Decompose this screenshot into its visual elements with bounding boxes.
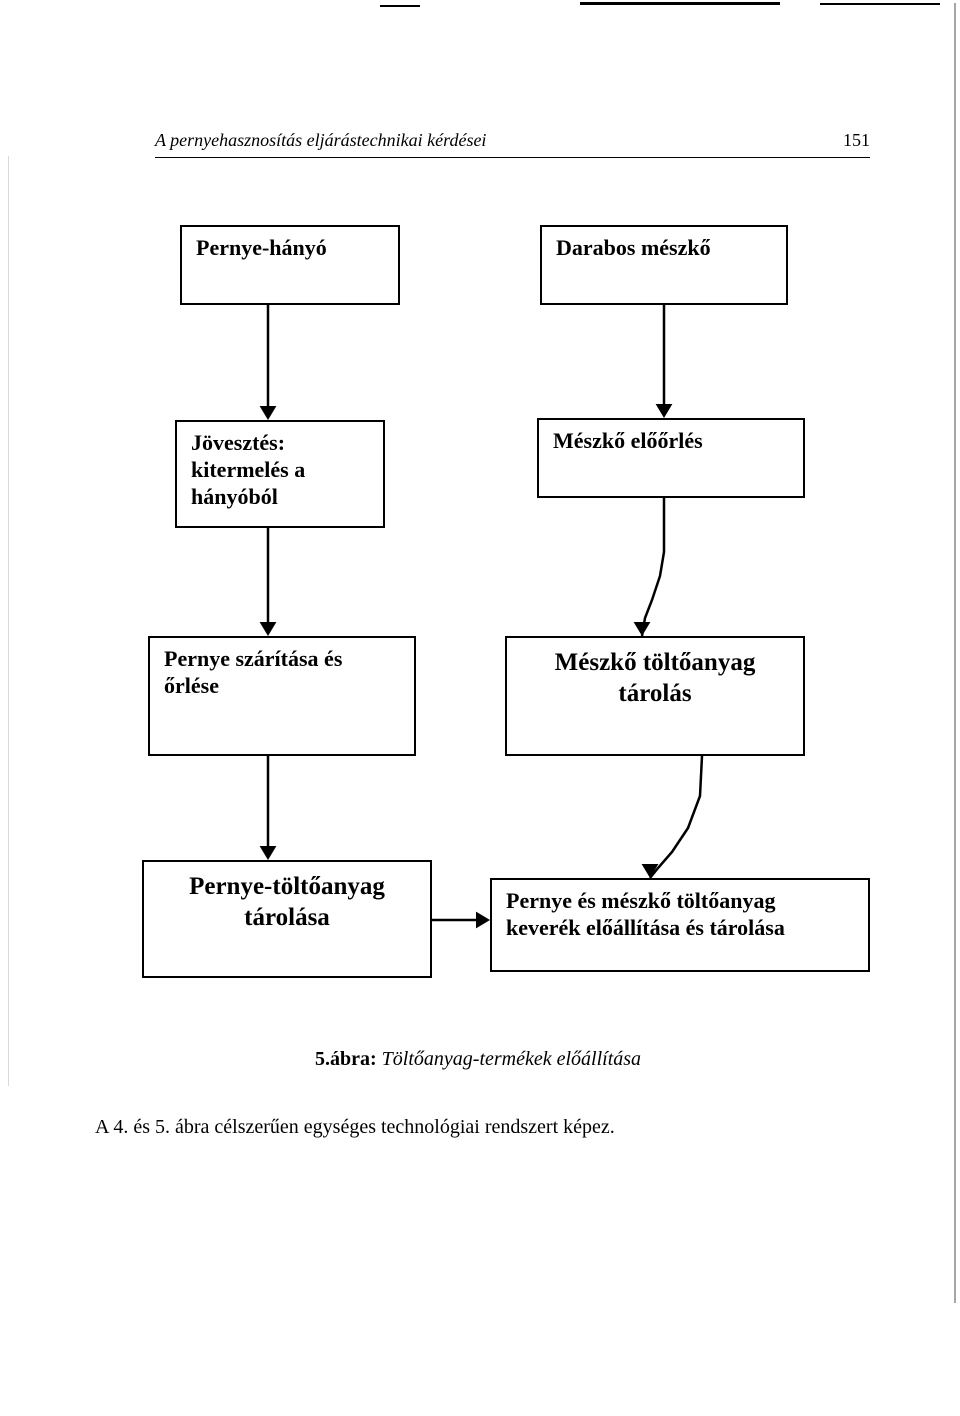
page-border-right xyxy=(954,3,956,1303)
flowchart-node-label: Mészkő töltőanyag tárolás xyxy=(555,648,756,709)
scan-artifact xyxy=(580,2,780,5)
flowchart-node-label: Jövesztés: kitermelés a hányóból xyxy=(191,430,305,510)
scan-artifact xyxy=(380,5,420,7)
flowchart-arrow xyxy=(650,305,678,418)
flowchart-node-label: Pernye és mészkő töltőanyag keverék előá… xyxy=(506,888,785,942)
flowchart-node-n1: Pernye-hányó xyxy=(180,225,400,305)
flowchart-node-label: Pernye-hányó xyxy=(196,235,327,262)
flowchart-node-label: Darabos mészkő xyxy=(556,235,711,262)
flowchart-node-label: Pernye-töltőanyag tárolása xyxy=(189,872,385,933)
flowchart-node-n7: Pernye-töltőanyag tárolása xyxy=(142,860,432,978)
flowchart-arrow xyxy=(628,498,678,636)
flowchart-arrow xyxy=(636,756,716,878)
body-paragraph: A 4. és 5. ábra célszerűen egységes tech… xyxy=(95,1116,615,1139)
page-border-left xyxy=(8,156,9,1086)
flowchart-arrow xyxy=(254,305,282,420)
flowchart-node-n2: Darabos mészkő xyxy=(540,225,788,305)
flowchart-node-n6: Mészkő töltőanyag tárolás xyxy=(505,636,805,756)
flowchart-node-n4: Mészkő előőrlés xyxy=(537,418,805,498)
page: A pernyehasznosítás eljárástechnikai kér… xyxy=(0,0,960,1416)
flowchart-arrow xyxy=(254,756,282,860)
flowchart-node-label: Pernye szárítása és őrlése xyxy=(164,646,342,700)
figure-caption: 5.ábra: Töltőanyag-termékek előállítása xyxy=(315,1048,641,1071)
flowchart-node-n5: Pernye szárítása és őrlése xyxy=(148,636,416,756)
page-number: 151 xyxy=(843,130,870,151)
flowchart-arrow xyxy=(254,528,282,636)
figure-caption-prefix: 5.ábra: xyxy=(315,1048,377,1070)
figure-caption-text: Töltőanyag-termékek előállítása xyxy=(377,1048,641,1070)
flowchart-node-n3: Jövesztés: kitermelés a hányóból xyxy=(175,420,385,528)
running-header: A pernyehasznosítás eljárástechnikai kér… xyxy=(155,130,870,158)
header-title: A pernyehasznosítás eljárástechnikai kér… xyxy=(155,130,486,151)
flowchart-node-label: Mészkő előőrlés xyxy=(553,428,703,455)
flowchart-arrow xyxy=(432,906,490,934)
flowchart-node-n8: Pernye és mészkő töltőanyag keverék előá… xyxy=(490,878,870,972)
scan-artifact xyxy=(820,3,940,5)
